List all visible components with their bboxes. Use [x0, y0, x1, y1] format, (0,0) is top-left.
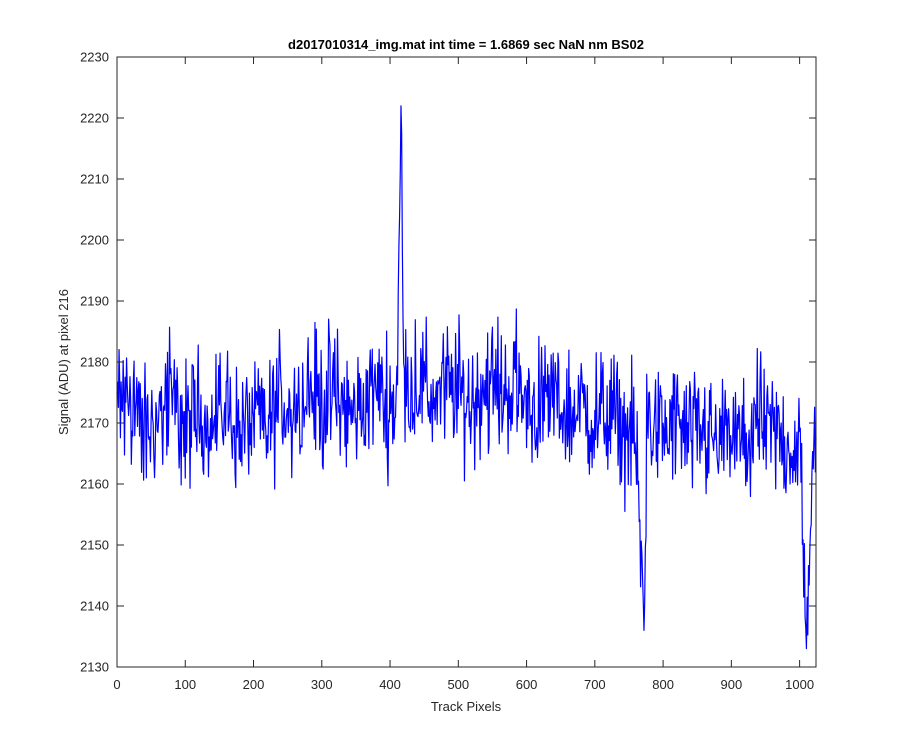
- x-tick-label: 600: [516, 677, 538, 692]
- x-tick-label: 800: [652, 677, 674, 692]
- x-tick-label: 400: [379, 677, 401, 692]
- y-tick-label: 2200: [80, 233, 109, 248]
- plot-area: 0 100 200 300 400 500 600 700 800 900 1000 2130 2140…: [80, 50, 817, 692]
- axes-box: [116, 56, 817, 668]
- y-tick-label: 2150: [80, 538, 109, 553]
- y-tick-label: 2130: [80, 660, 109, 675]
- x-axis-label: Track Pixels: [431, 699, 502, 714]
- series-line: [116, 105, 817, 650]
- x-tick-label: 700: [584, 677, 606, 692]
- y-tick-label: 2180: [80, 355, 109, 370]
- y-tick-label: 2160: [80, 477, 109, 492]
- x-tick-label: 500: [447, 677, 469, 692]
- y-tick-label: 2210: [80, 172, 109, 187]
- x-tick-label: 100: [174, 677, 196, 692]
- y-tick-label: 2230: [80, 50, 109, 65]
- y-tick-label: 2140: [80, 599, 109, 614]
- y-tick-label: 2170: [80, 416, 109, 431]
- x-tick-label: 300: [311, 677, 333, 692]
- x-tick-label: 200: [243, 677, 265, 692]
- x-tick-label: 0: [113, 677, 120, 692]
- x-tick-label: 1000: [785, 677, 814, 692]
- y-axis-label: Signal (ADU) at pixel 216: [56, 289, 71, 435]
- x-tick-label: 900: [721, 677, 743, 692]
- y-tick-label: 2190: [80, 294, 109, 309]
- chart-title: d2017010314_img.mat int time = 1.6869 se…: [288, 37, 644, 52]
- y-tick-label: 2220: [80, 111, 109, 126]
